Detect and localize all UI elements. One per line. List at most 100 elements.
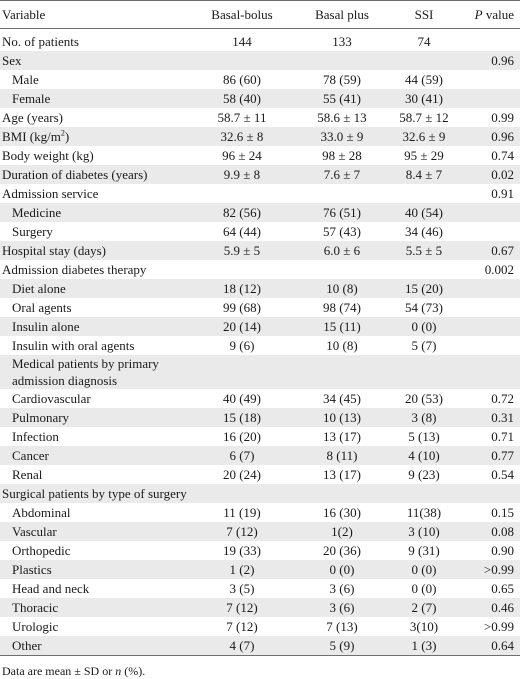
cell-ssi: 3(10) — [409, 619, 439, 634]
cell-basal-bolus: 3 (5) — [229, 581, 255, 596]
cell-p-value: >0.99 — [483, 619, 514, 634]
cell-basal-plus — [292, 355, 392, 389]
cell-basal-bolus: 11 (19) — [223, 505, 261, 520]
table-row: Infection 16 (20) 13 (17) 5 (13) 0.71 — [0, 427, 520, 446]
row-label-superscript: 2 — [60, 128, 65, 138]
row-label-text: Plastics — [12, 562, 52, 577]
cell-p-value — [456, 355, 520, 389]
cell-basal-plus: 3 (6) — [329, 581, 355, 596]
cell-p-value: 0.99 — [491, 110, 514, 125]
table-row: Admission service 0.91 — [0, 184, 520, 203]
cell-ssi: 40 (54) — [392, 203, 456, 222]
cell-ssi: 5.5 ± 5 — [392, 241, 456, 260]
table-row: Other 4 (7) 5 (9) 1 (3) 0.64 — [0, 636, 520, 656]
cell-basal-bolus — [192, 484, 292, 503]
table-row: Cancer 6 (7) 8 (11) 4 (10) 0.77 — [0, 446, 520, 465]
cell-p-value: >0.99 — [456, 560, 520, 579]
row-label-suffix: ) — [64, 129, 70, 144]
row-label: Medical patients by primary admission di… — [0, 355, 192, 389]
row-label-text: Pulmonary — [12, 410, 70, 425]
cell-basal-plus: 6.0 ± 6 — [292, 241, 392, 260]
cell-p-value: 0.15 — [491, 505, 514, 520]
cell-ssi: 3 (10) — [392, 522, 456, 541]
row-label-text: Insulin with oral agents — [12, 338, 135, 353]
header-basal-plus: Basal plus — [292, 0, 392, 29]
row-label-text: Renal — [12, 467, 43, 482]
cell-p-value — [456, 336, 520, 355]
cell-basal-bolus: 82 (56) — [192, 203, 292, 222]
row-label: Admission service — [0, 184, 192, 203]
row-label: Cancer — [0, 446, 192, 465]
header-basal-bolus: Basal-bolus — [192, 0, 292, 29]
row-label-text: Vascular — [12, 524, 57, 539]
cell-basal-bolus: 58.7 ± 11 — [217, 110, 267, 125]
table-row: Surgery 64 (44) 57 (43) 34 (46) — [0, 222, 520, 241]
cell-ssi: 74 — [417, 34, 431, 49]
row-label-text: Cardiovascular — [12, 391, 91, 406]
cell-basal-bolus: 6 (7) — [192, 446, 292, 465]
cell-ssi: 11(38) — [406, 505, 442, 520]
cell-basal-plus: 16 (30) — [323, 505, 361, 520]
data-table: Variable Basal-bolus Basal plus SSI P va… — [0, 0, 520, 656]
row-label-text: Thoracic — [12, 600, 59, 615]
cell-basal-plus: 15 (11) — [292, 317, 392, 336]
cell-basal-bolus — [192, 260, 292, 279]
cell-p-value — [456, 203, 520, 222]
cell-ssi: 15 (20) — [392, 279, 456, 298]
row-label: Body weight (kg) — [0, 146, 192, 165]
table-row: Age (years) 58.7 ± 11 58.6 ± 13 58.7 ± 12 0.… — [0, 108, 520, 127]
row-label-text: Sex — [2, 53, 22, 68]
table-row: Female 58 (40) 55 (41) 30 (41) — [0, 89, 520, 108]
row-label: Thoracic — [0, 598, 192, 617]
row-label: Oral agents — [0, 298, 192, 317]
cell-ssi: 34 (46) — [405, 224, 443, 239]
cell-p-value: 0.02 — [456, 165, 520, 184]
cell-basal-plus: 0 (0) — [292, 560, 392, 579]
table-row: Pulmonary 15 (18) 10 (13) 3 (8) 0.31 — [0, 408, 520, 427]
cell-p-value — [456, 298, 520, 317]
cell-basal-plus: 55 (41) — [292, 89, 392, 108]
cell-basal-plus: 13 (17) — [323, 429, 361, 444]
cell-basal-bolus: 99 (68) — [223, 300, 261, 315]
header-p-value: P value — [456, 0, 520, 29]
cell-basal-bolus: 58 (40) — [192, 89, 292, 108]
row-label: Surgical patients by type of surgery — [0, 484, 192, 503]
table-row: Medicine 82 (56) 76 (51) 40 (54) — [0, 203, 520, 222]
cell-p-value: 0.31 — [456, 408, 520, 427]
row-label-text: Age (years) — [2, 110, 63, 125]
cell-basal-plus: 7.6 ± 7 — [292, 165, 392, 184]
cell-basal-bolus: 16 (20) — [223, 429, 261, 444]
cell-ssi: 32.6 ± 9 — [392, 127, 456, 146]
cell-basal-plus: 98 ± 28 — [322, 148, 362, 163]
cell-ssi: 8.4 ± 7 — [392, 165, 456, 184]
row-label: Infection — [0, 427, 192, 446]
table-row: BMI (kg/m2) 32.6 ± 8 33.0 ± 9 32.6 ± 9 0.96 — [0, 127, 520, 146]
cell-basal-bolus: 40 (49) — [223, 391, 261, 406]
cell-basal-plus: 1(2) — [292, 522, 392, 541]
cell-basal-bolus — [192, 51, 292, 70]
cell-ssi: 30 (41) — [392, 89, 456, 108]
table-row: Body weight (kg) 96 ± 24 98 ± 28 95 ± 29 0.7… — [0, 146, 520, 165]
table-row: Insulin alone 20 (14) 15 (11) 0 (0) — [0, 317, 520, 336]
row-label: Surgery — [0, 222, 192, 241]
cell-p-value — [456, 70, 520, 89]
row-label-text: Medical patients by primary admission di… — [12, 356, 159, 388]
table-row: Insulin with oral agents 9 (6) 10 (8) 5 (7) — [0, 336, 520, 355]
row-label: Renal — [0, 465, 192, 484]
row-label: Sex — [0, 51, 192, 70]
cell-p-value: 0.002 — [484, 262, 514, 277]
table-row: Duration of diabetes (years) 9.9 ± 8 7.6 ±… — [0, 165, 520, 184]
row-label: Other — [0, 636, 192, 656]
table-row: Cardiovascular 40 (49) 34 (45) 20 (53) 0.72 — [0, 389, 520, 408]
table-row: Medical patients by primary admission di… — [0, 355, 520, 389]
cell-basal-bolus — [192, 184, 292, 203]
cell-basal-bolus: 7 (12) — [226, 619, 258, 634]
footnote-text: Data are mean ± SD or — [2, 664, 116, 678]
header-p-letter: P — [474, 7, 483, 22]
table-row: Oral agents 99 (68) 98 (74) 54 (73) — [0, 298, 520, 317]
table-row: Diet alone 18 (12) 10 (8) 15 (20) — [0, 279, 520, 298]
cell-p-value: 0.08 — [456, 522, 520, 541]
cell-ssi: 9 (31) — [408, 543, 440, 558]
cell-p-value: 0.96 — [456, 127, 520, 146]
row-label: Vascular — [0, 522, 192, 541]
